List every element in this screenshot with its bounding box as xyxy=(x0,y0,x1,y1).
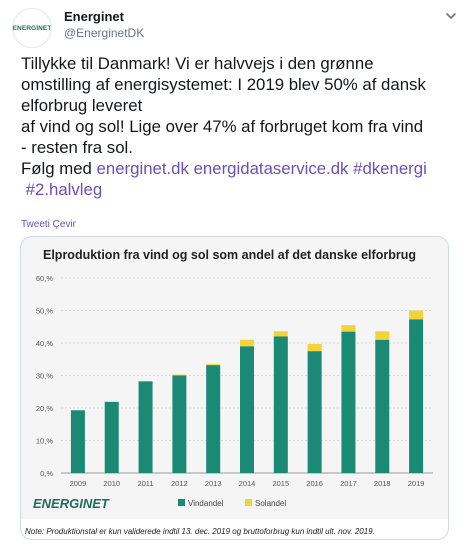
x-tick-label: 2010 xyxy=(103,479,120,488)
bar-solandel-2019 xyxy=(409,310,424,320)
x-tick-label: 2009 xyxy=(70,479,87,488)
energinet-logo: ENERGINET xyxy=(12,24,52,32)
bar-solandel-2012 xyxy=(172,374,187,376)
tweet-line: - resten fra sol. xyxy=(21,138,133,157)
follow-prefix: Følg med xyxy=(21,159,97,178)
bar-vindandel-2015 xyxy=(273,336,288,473)
hashtag-halvleg[interactable]: #2.halvleg xyxy=(25,180,103,199)
bar-vindandel-2018 xyxy=(375,339,390,473)
avatar[interactable]: ENERGINET xyxy=(12,8,52,48)
x-tick-label: 2018 xyxy=(374,479,391,488)
chevron-down-icon[interactable] xyxy=(445,10,457,22)
bar-vindandel-2010 xyxy=(104,401,119,473)
bar-vindandel-2017 xyxy=(341,331,356,473)
chart-card[interactable]: Elproduktion fra vind og sol som andel a… xyxy=(20,236,449,540)
bar-vindandel-2014 xyxy=(240,346,254,473)
x-tick-label: 2019 xyxy=(408,479,425,488)
bar-vindandel-2013 xyxy=(206,365,221,473)
legend-swatch-solandel xyxy=(245,499,252,506)
legend-swatch-vindandel xyxy=(178,499,185,506)
bar-vindandel-2016 xyxy=(307,351,322,473)
translate-tweet-link[interactable]: Tweeti Çevir xyxy=(21,219,77,230)
tweet-line: Tillykke til Danmark! Vi er halvvejs i d… xyxy=(21,54,374,73)
bar-vindandel-2011 xyxy=(138,381,153,473)
bar-solandel-2016 xyxy=(307,343,322,352)
bar-vindandel-2019 xyxy=(409,319,424,473)
chart-title: Elproduktion fra vind og sol som andel a… xyxy=(43,248,416,262)
tweet-line: omstilling af energisystemet: I 2019 ble… xyxy=(21,75,426,94)
link-energinet[interactable]: energinet.dk xyxy=(96,159,189,178)
x-tick-label: 2014 xyxy=(239,479,256,488)
y-tick-label: 30,% xyxy=(36,372,53,381)
x-tick-label: 2016 xyxy=(306,479,323,488)
bar-solandel-2018 xyxy=(375,331,390,340)
x-tick-label: 2013 xyxy=(205,479,222,488)
legend-label-solandel: Solandel xyxy=(255,499,286,508)
y-tick-label: 0,% xyxy=(40,469,53,478)
x-tick-label: 2015 xyxy=(272,479,289,488)
legend-label-vindandel: Vindandel xyxy=(188,499,224,508)
chart-svg: Elproduktion fra vind og sol som andel a… xyxy=(25,248,433,536)
energinet-brand-logo: ENERGINET xyxy=(33,496,110,511)
bar-vindandel-2009 xyxy=(70,410,85,473)
tweet-line: af vind og sol! Lige over 47% af forbrug… xyxy=(21,117,424,136)
tweet-text: Tillykke til Danmark! Vi er halvvejs i d… xyxy=(21,53,461,200)
y-tick-label: 60,% xyxy=(36,274,53,283)
card-footer xyxy=(21,519,448,539)
hashtag-dkenergi[interactable]: #dkenergi xyxy=(353,159,427,178)
bar-solandel-2017 xyxy=(341,325,356,332)
bar-vindandel-2012 xyxy=(172,375,187,473)
y-tick-label: 40,% xyxy=(36,339,53,348)
y-tick-label: 10,% xyxy=(36,437,53,446)
tweet-line: elforbrug leveret xyxy=(21,96,143,115)
user-handle[interactable]: @EnerginetDK xyxy=(64,26,145,40)
x-tick-label: 2011 xyxy=(137,479,153,488)
bar-solandel-2015 xyxy=(273,331,288,337)
x-tick-label: 2017 xyxy=(340,479,357,488)
tweet-follow-line: Følg med energinet.dk energidataservice.… xyxy=(21,158,461,200)
display-name[interactable]: Energinet xyxy=(64,9,124,24)
y-tick-label: 50,% xyxy=(36,307,53,316)
bar-solandel-2013 xyxy=(206,364,221,366)
y-tick-label: 20,% xyxy=(36,404,53,413)
link-energidataservice[interactable]: energidataservice.dk xyxy=(193,159,349,178)
chart-note: Note: Produktionstal er kun validerede i… xyxy=(25,527,375,536)
bar-solandel-2014 xyxy=(240,339,254,347)
x-tick-label: 2012 xyxy=(171,479,188,488)
